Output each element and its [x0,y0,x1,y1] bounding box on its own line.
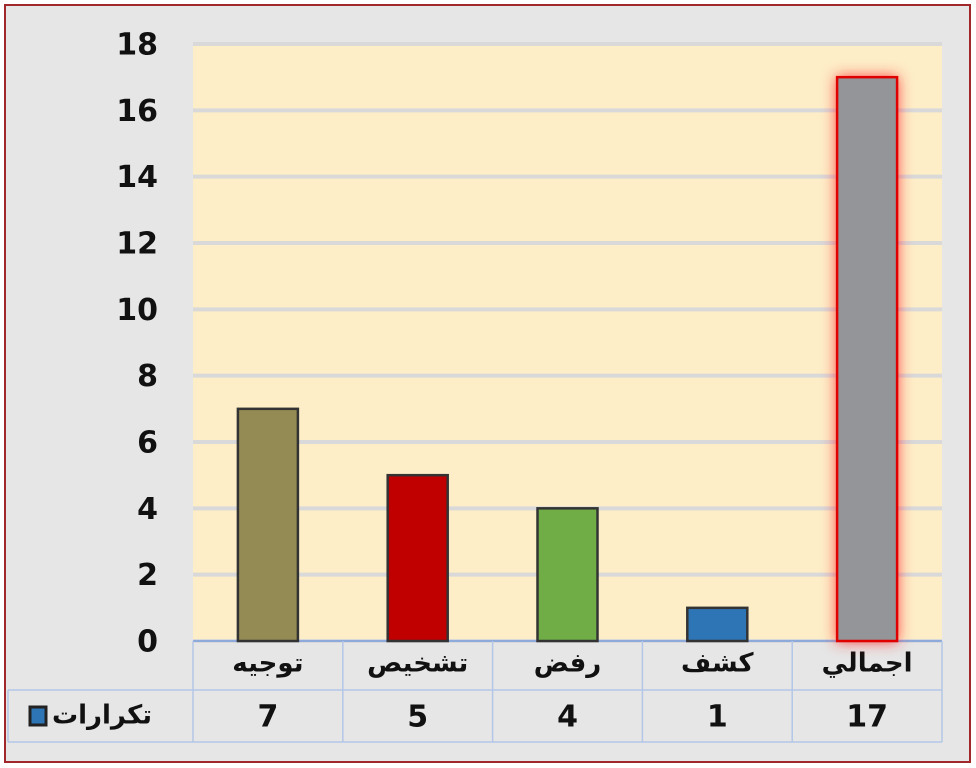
x-tick-label: تشخيص [367,649,468,679]
y-tick-label: 6 [137,426,158,461]
y-tick-label: 18 [116,28,158,63]
legend-key [28,705,48,727]
bar [386,473,449,643]
y-tick-label: 8 [137,359,158,394]
bar [536,507,599,643]
table-value: 4 [557,700,578,735]
bar [686,606,749,643]
y-tick-label: 16 [116,94,158,129]
x-tick-label: اجمالي [822,649,913,679]
bar [236,407,300,643]
legend-label: تكرارات [52,701,152,731]
y-tick-label: 0 [137,625,158,660]
y-tick-label: 12 [116,227,158,262]
table-value: 5 [407,700,428,735]
table-value: 1 [707,700,728,735]
y-tick-label: 10 [116,293,158,328]
table-value: 7 [257,700,278,735]
y-tick-label: 2 [137,558,158,593]
y-tick-label: 14 [116,160,158,195]
x-tick-label: توجيه [232,649,303,679]
x-tick-label: رفض [534,649,601,679]
x-tick-label: كشف [681,649,754,679]
table-value: 17 [846,700,888,735]
bar [835,75,899,643]
y-tick-label: 4 [137,492,158,527]
